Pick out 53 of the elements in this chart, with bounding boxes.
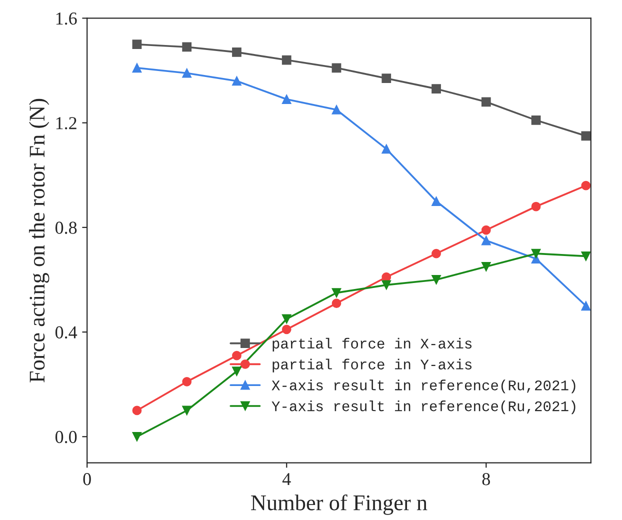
- y-tick-label: 0.0: [55, 430, 77, 444]
- x-tick-label: 4: [282, 473, 291, 486]
- y-axis-title: Force acting on the rotor Fn (N): [29, 98, 50, 382]
- point: [581, 131, 591, 141]
- point: [481, 262, 491, 272]
- point: [432, 248, 441, 258]
- point: [332, 105, 342, 114]
- point: [132, 406, 142, 416]
- point: [382, 74, 392, 84]
- point: [132, 432, 142, 442]
- point: [581, 301, 591, 311]
- point: [282, 94, 292, 104]
- legend-label: X-axis result in reference(Ru,2021): [272, 380, 576, 394]
- x-tick-label: 8: [482, 473, 490, 486]
- point: [432, 275, 441, 284]
- point: [481, 225, 491, 235]
- point: [432, 84, 441, 94]
- point: [432, 196, 441, 206]
- point: [382, 144, 392, 154]
- y-tick-label: 0.8: [55, 222, 77, 234]
- point: [182, 42, 192, 52]
- point: [232, 350, 242, 360]
- point: [332, 298, 342, 308]
- point: [182, 68, 192, 78]
- point: [282, 324, 292, 334]
- point: [232, 48, 242, 57]
- legend-label: partial force in Y-axis: [272, 358, 472, 372]
- point: [232, 366, 242, 376]
- point: [332, 288, 342, 298]
- point: [382, 272, 392, 282]
- y-tick-label: 0.4: [55, 326, 78, 339]
- point: [481, 236, 491, 246]
- point: [382, 280, 392, 290]
- point: [282, 314, 292, 324]
- point: [332, 63, 342, 73]
- legend-label: partial force in X-axis: [272, 338, 472, 352]
- y-tick-label: 1.6: [56, 12, 77, 25]
- point: [182, 406, 192, 416]
- point: [282, 55, 292, 65]
- x-axis-title: Number of Finger n: [251, 494, 428, 515]
- point: [132, 40, 142, 50]
- point: [481, 97, 491, 107]
- point: [182, 377, 192, 386]
- point: [531, 202, 541, 212]
- point: [531, 248, 541, 258]
- x-tick-label: 0: [83, 473, 91, 486]
- legend-label: Y-axis result in reference(Ru,2021): [272, 400, 576, 414]
- y-tick-label: 1.2: [56, 117, 76, 130]
- point: [581, 180, 591, 190]
- point: [531, 116, 541, 125]
- point: [232, 76, 242, 86]
- point: [132, 63, 142, 73]
- point: [581, 252, 591, 261]
